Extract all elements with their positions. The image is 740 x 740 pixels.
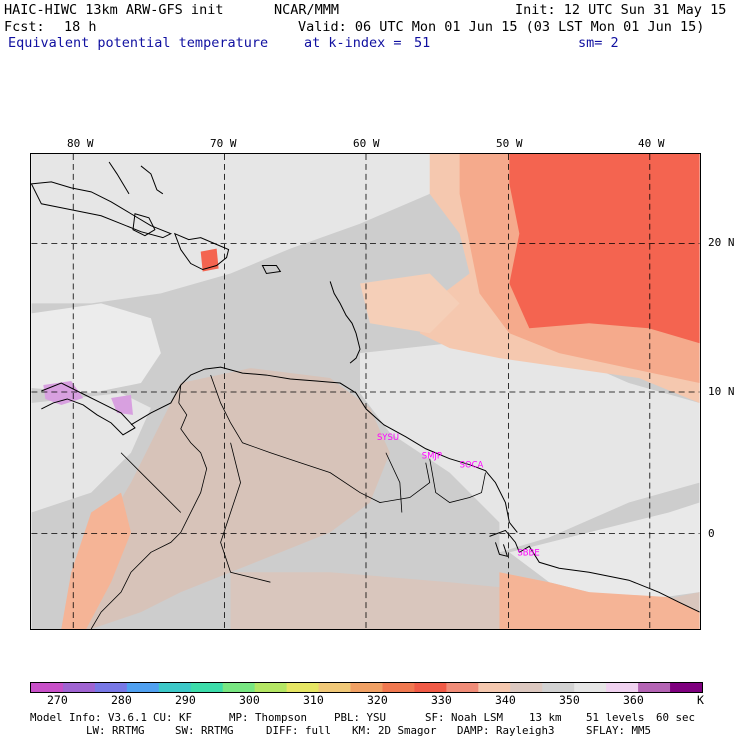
model-info-version: Model Info: V3.6.1 [30, 711, 148, 724]
colorbar-swatch [190, 682, 224, 693]
colorbar-label-300: 300 [239, 693, 260, 707]
field-band-light-east [509, 502, 700, 603]
lon-label-70w: 70 W [210, 137, 237, 150]
model-info-diff: DIFF: full [266, 724, 332, 737]
colorbar-swatch [31, 682, 64, 693]
colorbar-border [30, 682, 703, 693]
equivalent-potential-temperature-map: SYSU SMJP SOCA SBBE [30, 153, 701, 630]
graticule [31, 154, 700, 629]
colorbar-swatch [446, 682, 479, 693]
colorbar [30, 682, 703, 693]
model-info-lw: LW: RRTMG [86, 724, 145, 737]
lon-label-40w: 40 W [638, 137, 665, 150]
colorbar-swatch [126, 682, 160, 693]
colorbar-label-290: 290 [175, 693, 196, 707]
level-value: 51 [414, 35, 431, 51]
colorbar-swatch [606, 682, 639, 693]
lon-label-50w: 50 W [496, 137, 523, 150]
field-band-red-hispaniola [200, 248, 219, 272]
colorbar-swatch [414, 682, 447, 693]
colorbar-label-340: 340 [495, 693, 516, 707]
country-borders [90, 374, 486, 629]
valid-time: Valid: 06 UTC Mon 01 Jun 15 (03 LST Mon … [298, 19, 705, 35]
field-name: Equivalent potential temperature [8, 35, 269, 51]
colorbar-label-270: 270 [47, 693, 68, 707]
level-label: at k-index = [304, 35, 402, 51]
colorbar-swatch [670, 682, 703, 693]
model-info-timestep: 60 sec [656, 711, 696, 724]
lon-label-80w: 80 W [67, 137, 94, 150]
field-band-lavender-colombia [111, 394, 133, 415]
model-info-sf: SF: Noah LSM [425, 711, 504, 724]
colorbar-label-310: 310 [303, 693, 324, 707]
forecast-label: Fcst: [4, 19, 45, 35]
colorbar-swatch [574, 682, 607, 693]
smoothing-label: sm= 2 [578, 35, 619, 51]
field-band-light-caribbean [31, 303, 161, 393]
colorbar-label-330: 330 [431, 693, 452, 707]
field-band-salmon-andes [61, 492, 131, 629]
forecast-hours: 18 h [64, 19, 97, 35]
lat-label-equator: 0 [708, 527, 715, 540]
colorbar-swatch [318, 682, 352, 693]
model-info-damp: DAMP: Rayleigh3 [457, 724, 555, 737]
colorbar-unit: K [697, 693, 704, 707]
organization-label: NCAR/MMM [274, 2, 340, 18]
colorbar-swatch [478, 682, 511, 693]
colorbar-swatch [158, 682, 192, 693]
colorbar-swatch [62, 682, 96, 693]
model-info-levels: 51 levels [586, 711, 645, 724]
lat-label-20n: 20 N [708, 236, 735, 249]
colorbar-swatch [638, 682, 671, 693]
station-label-sbbe: SBBE [517, 547, 539, 557]
colorbar-label-350: 350 [559, 693, 580, 707]
colorbar-swatch [382, 682, 415, 693]
colorbar-swatch [94, 682, 128, 693]
field-band-light-south [360, 343, 700, 553]
model-info-km: KM: 2D Smagor [352, 724, 437, 737]
coastlines [31, 161, 700, 613]
colorbar-label-280: 280 [111, 693, 132, 707]
field-band-light-north [31, 154, 450, 304]
colorbar-swatch [510, 682, 543, 693]
station-label-sysu: SYSU [377, 432, 399, 442]
colorbar-swatch [222, 682, 256, 693]
colorbar-swatch [286, 682, 320, 693]
colorbar-label-360: 360 [623, 693, 644, 707]
station-label-smjp: SMJP [422, 451, 442, 461]
field-band-light-sw [31, 392, 151, 513]
lat-label-10n: 10 N [708, 385, 735, 398]
field-band-warm-land [61, 368, 390, 629]
model-info-cu: CU: KF [153, 711, 193, 724]
lon-label-60w: 60 W [353, 137, 380, 150]
model-info-pbl: PBL: YSU [334, 711, 387, 724]
model-info-resolution: 13 km [529, 711, 562, 724]
station-label-soca: SOCA [460, 460, 484, 470]
model-info-sflay: SFLAY: MM5 [586, 724, 652, 737]
colorbar-swatch [254, 682, 288, 693]
plot-title: HAIC-HIWC 13km ARW-GFS init [4, 2, 224, 18]
colorbar-swatch [350, 682, 383, 693]
field-band-red [509, 154, 700, 344]
field-band-peach-west [360, 273, 460, 334]
colorbar-label-320: 320 [367, 693, 388, 707]
colorbar-swatch [542, 682, 575, 693]
model-info-mp: MP: Thompson [229, 711, 308, 724]
init-time: Init: 12 UTC Sun 31 May 15 [515, 2, 727, 18]
model-info-sw: SW: RRTMG [175, 724, 234, 737]
